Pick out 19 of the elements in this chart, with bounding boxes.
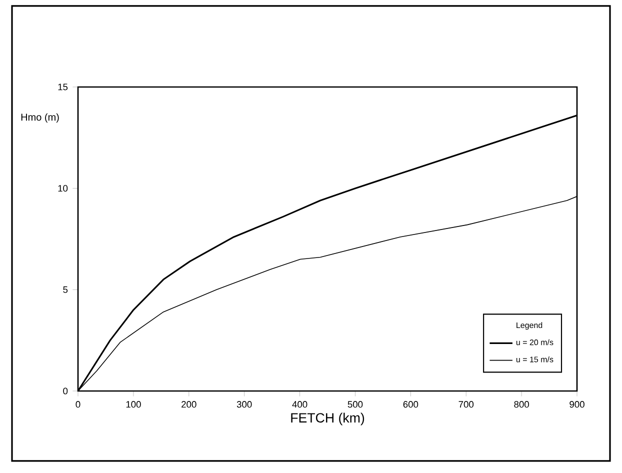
legend-label: u = 20 m/s (516, 339, 554, 346)
legend-title: Legend (516, 322, 542, 330)
x-tick-label: 500 (348, 401, 363, 408)
y-tick-label: 0 (63, 388, 68, 394)
x-axis-title: FETCH (km) (291, 412, 364, 426)
y-tick-label: 10 (58, 185, 68, 192)
y-axis-title: Hmo (m) (21, 113, 59, 123)
y-tick-label: 5 (63, 286, 68, 293)
y-tick-label: 15 (58, 84, 68, 90)
x-tick-label: 900 (570, 401, 584, 408)
x-tick-label: 700 (458, 401, 474, 408)
legend-label: u = 15 m/s (516, 356, 554, 362)
x-tick-label: 400 (292, 401, 308, 408)
x-tick-label: 300 (236, 401, 252, 408)
x-tick-label: 800 (514, 401, 529, 408)
x-tick-label: 0 (76, 401, 80, 408)
x-tick-label: 100 (126, 401, 141, 408)
x-tick-label: 200 (182, 401, 196, 408)
x-tick-label: 600 (403, 401, 418, 408)
